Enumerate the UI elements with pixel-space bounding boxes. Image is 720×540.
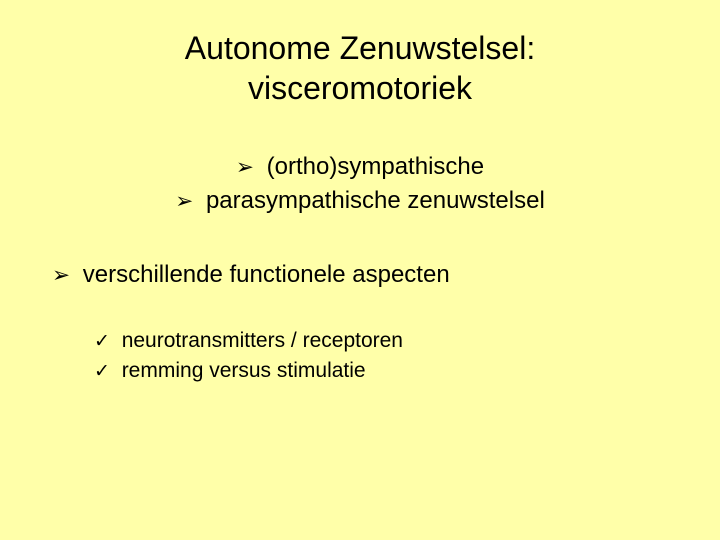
bullet-text: neurotransmitters / receptoren — [122, 329, 403, 352]
bullet-group-1: (ortho)sympathische parasympathische zen… — [0, 150, 720, 217]
bullet-text: parasympathische zenuwstelsel — [206, 187, 545, 214]
bullet-text: remming versus stimulatie — [122, 359, 366, 382]
title-line2: visceromotoriek — [0, 68, 720, 108]
title-line1: Autonome Zenuwstelsel: — [185, 30, 535, 66]
bullet-group-2: verschillende functionele aspecten — [52, 258, 450, 292]
bullet-item: verschillende functionele aspecten — [52, 258, 450, 292]
bullet-group-3: neurotransmitters / receptoren remming v… — [94, 326, 403, 387]
slide-title: Autonome Zenuwstelsel: visceromotoriek — [0, 28, 720, 108]
bullet-text: verschillende functionele aspecten — [83, 261, 450, 288]
bullet-item: parasympathische zenuwstelsel — [0, 184, 720, 218]
bullet-item: neurotransmitters / receptoren — [94, 326, 403, 356]
bullet-item: remming versus stimulatie — [94, 356, 403, 386]
bullet-text: (ortho)sympathische — [267, 153, 484, 180]
bullet-item: (ortho)sympathische — [0, 150, 720, 184]
